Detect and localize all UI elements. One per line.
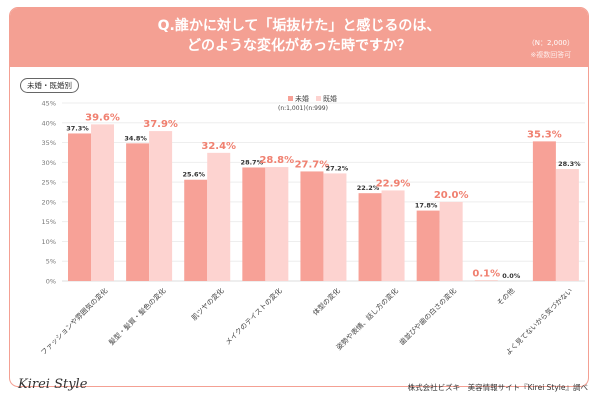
sample-size: （N：2,000） ※複数回答可: [528, 37, 574, 61]
legend-n-label: (n:1,001): [278, 105, 306, 112]
bar-married: [381, 190, 405, 281]
y-tick-label: 20%: [42, 198, 56, 206]
y-tick-label: 35%: [42, 139, 56, 147]
data-label: 25.6%: [182, 171, 205, 179]
bar-married: [207, 152, 231, 281]
data-label: 27.7%: [295, 159, 330, 170]
x-tick-label: 姿勢や表情、話し方の変化: [334, 286, 400, 352]
data-label: 28.7%: [241, 158, 264, 166]
data-label: 37.3%: [66, 124, 89, 132]
x-tick-label: 髪型・髪質・髪色の変化: [107, 286, 168, 347]
y-tick-label: 0%: [46, 278, 56, 286]
bar-unmarried: [68, 133, 91, 281]
data-label: 27.2%: [326, 164, 349, 172]
x-tick-label: 歯並びや歯の白さの変化: [397, 286, 458, 347]
data-label: 22.9%: [376, 178, 411, 189]
bar-unmarried: [126, 143, 150, 281]
n-label: （N：2,000）: [527, 39, 574, 47]
bar-unmarried: [300, 171, 324, 281]
bar-unmarried: [358, 193, 382, 281]
bar-married: [439, 201, 463, 281]
chart-frame: Q.誰かに対して「垢抜けた」と感じるのは、 どのような変化があった時ですか？ （N…: [9, 7, 589, 387]
x-tick-label: 体型の変化: [311, 286, 342, 317]
x-tick-label: 肌ツヤの変化: [190, 286, 226, 322]
data-label: 37.9%: [143, 119, 178, 130]
x-tick-label: メイクのテイストの変化: [223, 286, 284, 347]
header: Q.誰かに対して「垢抜けた」と感じるのは、 どのような変化があった時ですか？ （N…: [10, 8, 588, 67]
data-label: 34.8%: [124, 134, 147, 142]
legend-label: 既婚: [323, 94, 337, 103]
y-tick-label: 10%: [42, 238, 56, 246]
y-tick-label: 30%: [42, 159, 56, 167]
y-tick-label: 15%: [42, 218, 56, 226]
x-tick-label: ファッションや雰囲気の変化: [39, 286, 110, 357]
y-tick-label: 45%: [42, 100, 56, 108]
segment-tag: 未婚・既婚別: [20, 78, 79, 93]
bar-unmarried: [184, 179, 208, 281]
x-tick-label: よく見てないから気づかない: [504, 286, 575, 357]
data-label: 0.0%: [502, 272, 521, 280]
kirei-style-logo: Kirei Style: [18, 377, 88, 392]
bar-unmarried: [416, 210, 440, 281]
legend-n-label: (n:999): [306, 105, 328, 112]
footer-credit: 株式会社ビズキ 美容情報サイト『Kirei Style』調べ: [407, 383, 588, 392]
data-label: 0.1%: [472, 269, 500, 280]
bar-married: [149, 131, 173, 281]
legend-swatch: [288, 96, 293, 101]
legend-label: 未婚: [295, 94, 309, 103]
data-label: 32.4%: [201, 141, 236, 152]
bar-unmarried: [242, 167, 266, 281]
bar-married: [323, 173, 347, 281]
y-tick-label: 5%: [46, 258, 56, 266]
data-label: 22.2%: [357, 184, 380, 192]
bar-unmarried: [532, 141, 556, 281]
title-line-2: どのような変化があった時ですか？: [187, 38, 411, 54]
note-label: ※複数回答可: [530, 51, 572, 59]
data-label: 17.8%: [415, 202, 438, 210]
x-tick-label: その他: [495, 286, 516, 307]
data-label: 28.3%: [558, 160, 581, 168]
data-label: 28.8%: [259, 155, 294, 166]
data-label: 39.6%: [85, 112, 120, 123]
y-tick-label: 25%: [42, 179, 56, 187]
chart-title: Q.誰かに対して「垢抜けた」と感じるのは、 どのような変化があった時ですか？: [10, 16, 588, 56]
bar-married: [91, 124, 114, 281]
title-line-1: Q.誰かに対して「垢抜けた」と感じるのは、: [157, 18, 441, 34]
y-tick-label: 40%: [42, 119, 56, 127]
bar-married: [555, 169, 579, 281]
bar-married: [265, 167, 289, 281]
legend-swatch: [316, 96, 321, 101]
data-label: 20.0%: [434, 190, 469, 201]
data-label: 35.3%: [527, 129, 562, 140]
